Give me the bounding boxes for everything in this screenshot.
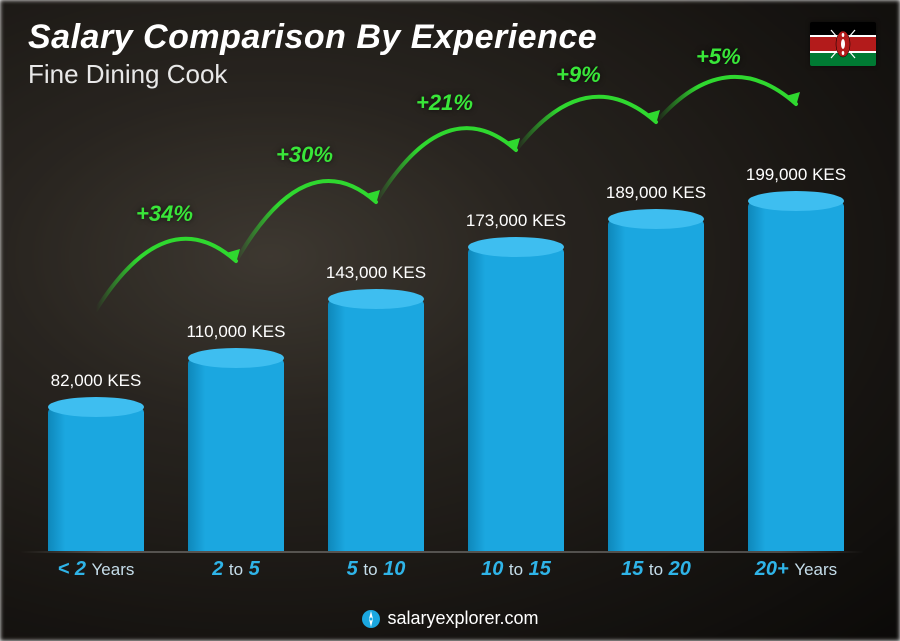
footer-text: salaryexplorer.com [387, 608, 538, 629]
xlabel-post: 10 [383, 558, 405, 580]
x-axis-tick-label: 5 to 10 [296, 558, 456, 581]
xlabel-pre: 15 [621, 558, 643, 580]
bar-value-label: 173,000 KES [446, 211, 586, 231]
bar-value-label: 143,000 KES [306, 263, 446, 283]
percentage-increase-label: +9% [556, 62, 601, 88]
bar [608, 219, 704, 551]
kenya-flag-icon [810, 22, 876, 66]
xlabel-mid: to [649, 560, 663, 579]
header: Salary Comparison By Experience Fine Din… [28, 18, 872, 90]
xlabel-pre: 10 [481, 558, 503, 580]
page-title: Salary Comparison By Experience [28, 18, 872, 57]
bar-value-label: 199,000 KES [726, 165, 866, 185]
xlabel-pre: 20+ [755, 558, 789, 580]
x-axis-tick-label: 2 to 5 [156, 558, 316, 581]
percentage-increase-label: +30% [276, 142, 333, 168]
bar [48, 407, 144, 551]
x-axis-tick-label: 10 to 15 [436, 558, 596, 581]
bar [188, 358, 284, 551]
percentage-increase-label: +34% [136, 201, 193, 227]
xlabel-pre: 2 [212, 558, 223, 580]
bar-value-label: 189,000 KES [586, 183, 726, 203]
percentage-increase-label: +5% [696, 44, 741, 70]
xlabel-post: 5 [249, 558, 260, 580]
bar-value-label: 110,000 KES [166, 322, 306, 342]
infographic-container: Salary Comparison By Experience Fine Din… [0, 0, 900, 641]
bar [748, 201, 844, 551]
footer: salaryexplorer.com [0, 608, 900, 629]
bar-chart: 82,000 KES < 2 Years 110,000 KES 2 to 5 +34%… [20, 120, 864, 581]
x-axis-tick-label: < 2 Years [16, 558, 176, 581]
bar [328, 299, 424, 551]
percentage-increase-label: +21% [416, 90, 473, 116]
compass-logo-icon [361, 609, 381, 629]
page-subtitle: Fine Dining Cook [28, 59, 872, 90]
xlabel-pre: 5 [347, 558, 358, 580]
x-axis-tick-label: 15 to 20 [576, 558, 736, 581]
xlabel-post: 20 [669, 558, 691, 580]
xlabel-pre: < 2 [58, 558, 86, 580]
bar-value-label: 82,000 KES [26, 371, 166, 391]
xlabel-mid: to [509, 560, 523, 579]
bar [468, 247, 564, 551]
xlabel-post: Years [794, 560, 837, 579]
xlabel-post: 15 [529, 558, 551, 580]
xlabel-mid: to [229, 560, 243, 579]
xlabel-post: Years [92, 560, 135, 579]
xlabel-mid: to [363, 560, 377, 579]
x-axis-tick-label: 20+ Years [716, 558, 876, 581]
